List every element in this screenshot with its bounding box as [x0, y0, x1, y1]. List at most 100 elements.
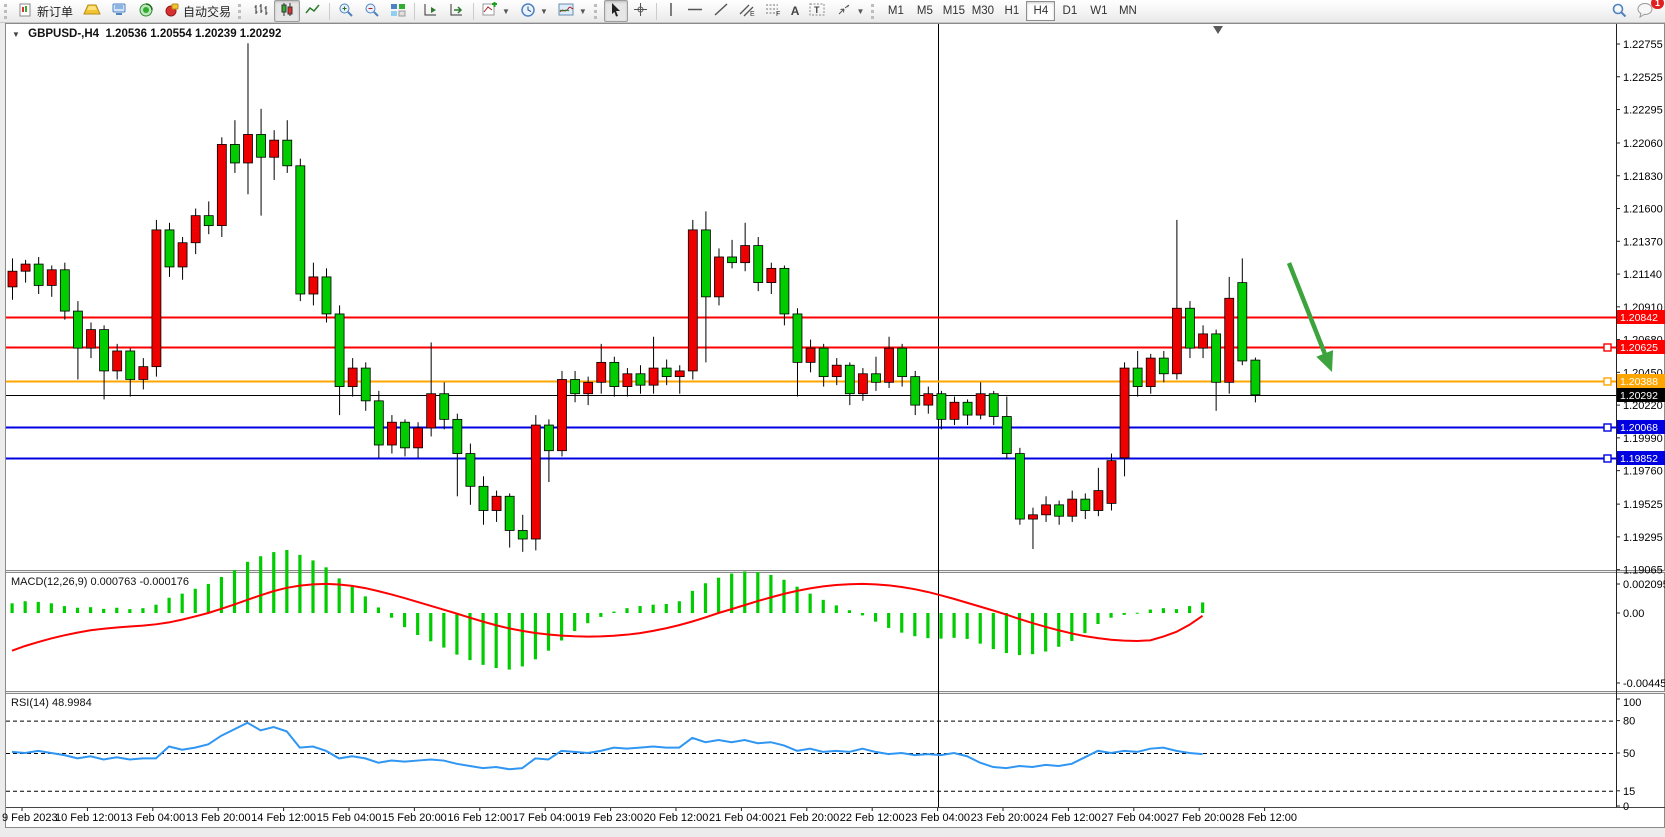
chart-shift-marker[interactable]	[1213, 26, 1223, 34]
zoom-in-button[interactable]	[333, 0, 359, 22]
macd-histogram-bar	[612, 611, 616, 613]
time-axis-label: 21 Feb 04:00	[709, 812, 774, 824]
pane-splitter[interactable]	[6, 570, 1665, 573]
fibonacci-button[interactable]: F	[760, 0, 786, 22]
zoom-out-button[interactable]	[359, 0, 385, 22]
notifications-button[interactable]: 1	[1632, 0, 1664, 22]
candle-body	[714, 256, 724, 298]
templates-button[interactable]: ▼	[553, 0, 592, 22]
macd-histogram-bar	[298, 554, 302, 613]
line-chart-button[interactable]	[300, 0, 326, 22]
horizontal-line-button[interactable]	[682, 0, 708, 22]
candle-body	[700, 229, 711, 298]
macd-histogram-bar	[900, 613, 904, 633]
chart-shift-button[interactable]	[444, 0, 470, 22]
trendline-button[interactable]	[708, 0, 734, 22]
candle-body	[86, 329, 96, 349]
templates-icon	[558, 2, 575, 20]
macd-indicator-label: MACD(12,26,9) 0.000763 -0.000176	[11, 576, 189, 588]
label-tool-icon: T	[809, 2, 826, 20]
macd-histogram-bar	[429, 613, 433, 642]
price-axis-label: 1.22295	[1623, 105, 1663, 117]
price-scale[interactable]: 1.22755 1.22525 1.22295 1.22060 1.21830 1.216…	[1616, 24, 1665, 813]
chart-collapse-icon[interactable]: ▼	[12, 30, 20, 39]
candle-body	[59, 269, 70, 312]
vps-button[interactable]	[106, 0, 133, 22]
macd-histogram-bar	[1135, 612, 1139, 614]
macd-histogram-bar	[1201, 602, 1205, 613]
macd-panel	[10, 550, 1205, 670]
arrows-tool-icon	[836, 2, 852, 20]
line-handle-1.19852[interactable]	[1603, 454, 1612, 463]
auto-trading-button[interactable]: 自动交易	[159, 0, 236, 22]
bar-chart-button[interactable]	[248, 0, 274, 22]
candle-body	[439, 393, 450, 420]
macd-histogram-bar	[350, 586, 354, 613]
auto-scroll-button[interactable]	[418, 0, 444, 22]
tab-d1[interactable]: D1	[1062, 5, 1078, 17]
tab-h4[interactable]: H4	[1026, 1, 1056, 21]
cursor-button[interactable]	[603, 0, 628, 22]
line-chart-icon	[305, 2, 321, 20]
tab-m15[interactable]: M15	[942, 5, 966, 17]
vertical-line-button[interactable]	[660, 0, 682, 22]
macd-histogram-bar	[1070, 613, 1074, 641]
chart-title: ▼ GBPUSD-,H4 1.20536 1.20554 1.20239 1.2…	[12, 28, 281, 40]
signals-button[interactable]	[133, 0, 159, 22]
candle-body	[805, 347, 816, 363]
indicators-button[interactable]: ▼	[477, 0, 515, 22]
macd-histogram-bar	[703, 583, 708, 613]
label-tool-button[interactable]: T	[804, 0, 831, 22]
macd-histogram-bar	[402, 613, 407, 628]
macd-histogram-bar	[193, 588, 197, 613]
candle-body	[727, 256, 737, 264]
auto-trading-label: 自动交易	[183, 4, 232, 19]
chart-shift-icon	[449, 2, 465, 20]
text-tool-button[interactable]: A	[786, 0, 805, 22]
crosshair-button[interactable]	[628, 0, 653, 22]
price-tag-bg	[1617, 310, 1665, 324]
macd-histogram-bar	[442, 613, 446, 648]
line-handle-1.20388[interactable]	[1603, 377, 1612, 386]
tab-m1[interactable]: M1	[887, 5, 904, 17]
price-tag-text: 1.20068	[1620, 422, 1658, 434]
rsi-line	[11, 721, 1203, 771]
macd-histogram-bar	[1187, 606, 1192, 613]
tab-h1[interactable]: H1	[1004, 5, 1020, 17]
line-handle-1.20625[interactable]	[1603, 343, 1612, 352]
gold-button[interactable]	[78, 0, 106, 22]
channel-button[interactable]: E	[734, 0, 760, 22]
macd-histogram-bar	[599, 613, 603, 617]
dropdown-caret: ▼	[502, 6, 510, 16]
pane-splitter[interactable]	[6, 691, 1665, 694]
tile-windows-button[interactable]	[385, 0, 411, 22]
search-button[interactable]	[1606, 0, 1632, 22]
price-tag-text: 1.20625	[1620, 342, 1658, 354]
periods-button[interactable]: ▼	[515, 0, 553, 22]
tab-w1[interactable]: W1	[1090, 5, 1108, 17]
tab-m30[interactable]: M30	[971, 5, 995, 17]
bar-chart-icon	[253, 2, 269, 20]
gold-ingot-icon	[83, 2, 101, 20]
candle-body	[1093, 490, 1104, 511]
macd-histogram-bar	[154, 604, 158, 613]
crosshair-icon	[633, 2, 648, 20]
candle-body	[282, 139, 293, 167]
candle-body	[635, 373, 646, 386]
candle-body	[766, 267, 777, 284]
candlestick-chart-button[interactable]	[274, 0, 301, 22]
line-handle-1.20068[interactable]	[1603, 423, 1612, 432]
trend-arrow[interactable]	[1286, 262, 1334, 372]
macd-histogram-bar	[821, 599, 825, 613]
macd-histogram-bar	[1148, 609, 1152, 613]
tab-mn[interactable]: MN	[1118, 5, 1137, 17]
candle-body	[753, 245, 764, 284]
toolbar-separator	[414, 2, 416, 20]
tab-m5[interactable]: M5	[916, 5, 933, 17]
macd-histogram-bar	[1004, 613, 1009, 654]
price-tag-bg	[1617, 451, 1665, 465]
time-axis-label: 20 Feb 12:00	[644, 812, 709, 824]
new-order-button[interactable]: 新订单	[14, 0, 78, 22]
arrows-tool-button[interactable]: ▼	[831, 0, 869, 22]
